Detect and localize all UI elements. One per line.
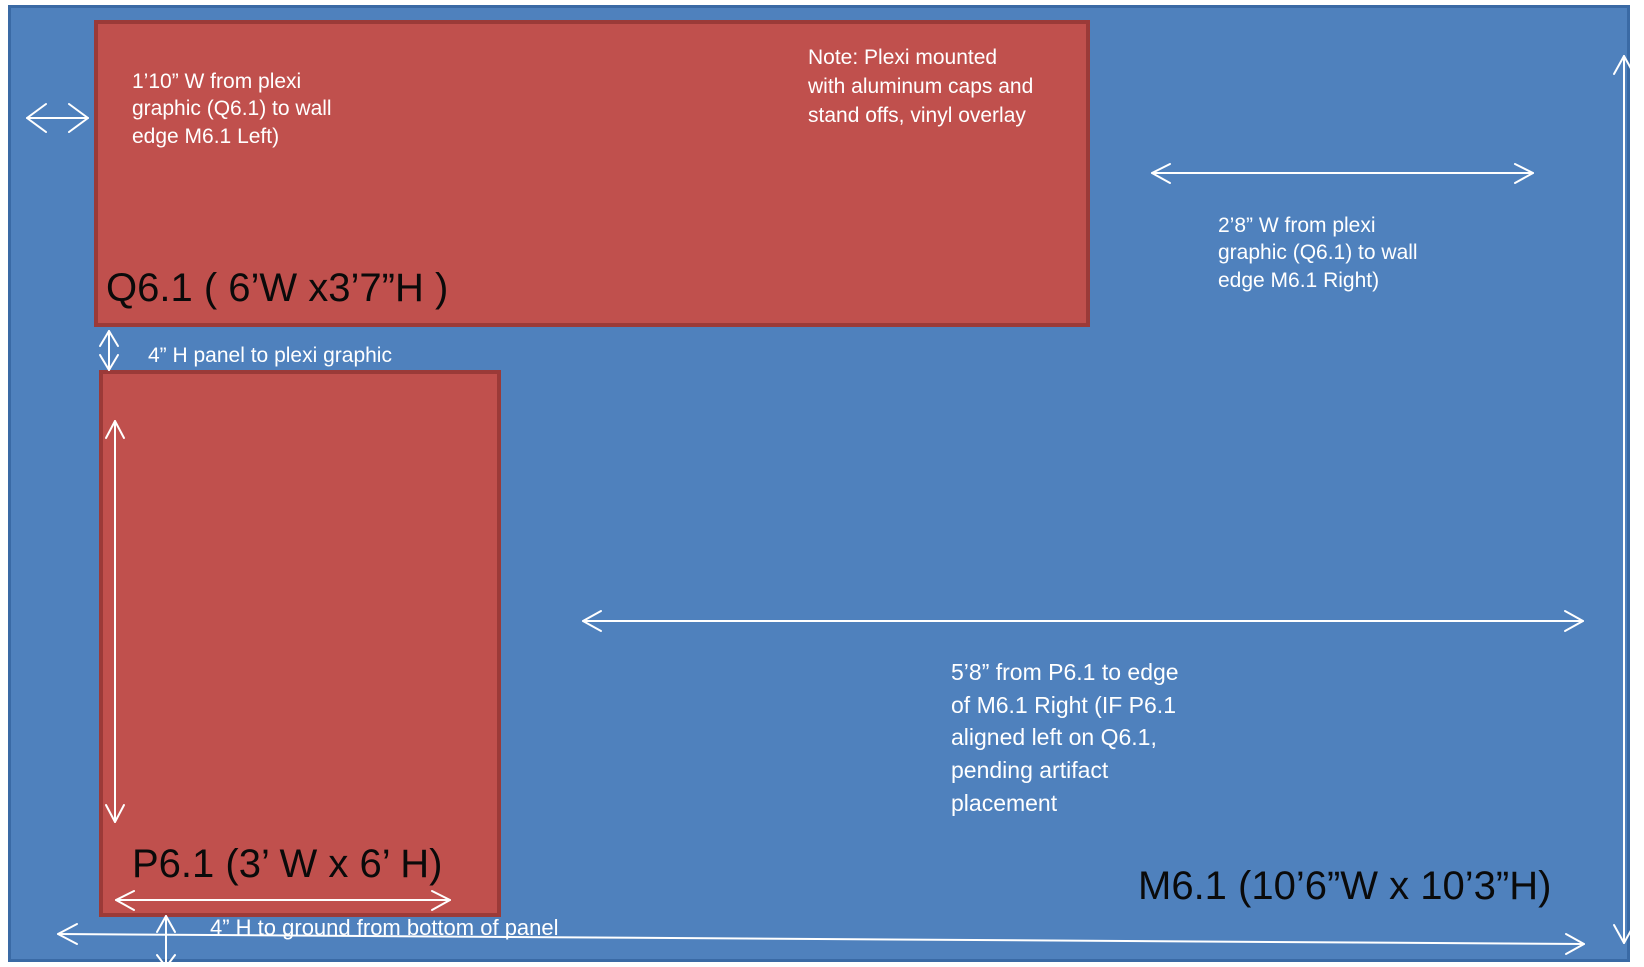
panel-to-edge-label: 5’8” from P6.1 to edge of M6.1 Right (IF… [951,659,1179,816]
plexi-graphic-q6-1 [94,20,1090,327]
panel-label: P6.1 (3’ W x 6’ H) [132,842,443,886]
plexi-note: Note: Plexi mounted with aluminum caps a… [808,46,1034,127]
right-gap-label: 2’8” W from plexi graphic (Q6.1) to wall… [1218,214,1418,292]
panel-p6-1 [99,370,501,917]
plexi-label: Q6.1 ( 6’W x3’7”H ) [106,266,449,310]
panel-to-plexi-label: 4” H panel to plexi graphic [148,344,392,367]
left-gap-label: 1’10” W from plexi graphic (Q6.1) to wal… [132,70,332,148]
ground-gap-label: 4” H to ground from bottom of panel [210,915,559,940]
wall-label: M6.1 (10’6”W x 10’3”H) [1138,864,1552,908]
